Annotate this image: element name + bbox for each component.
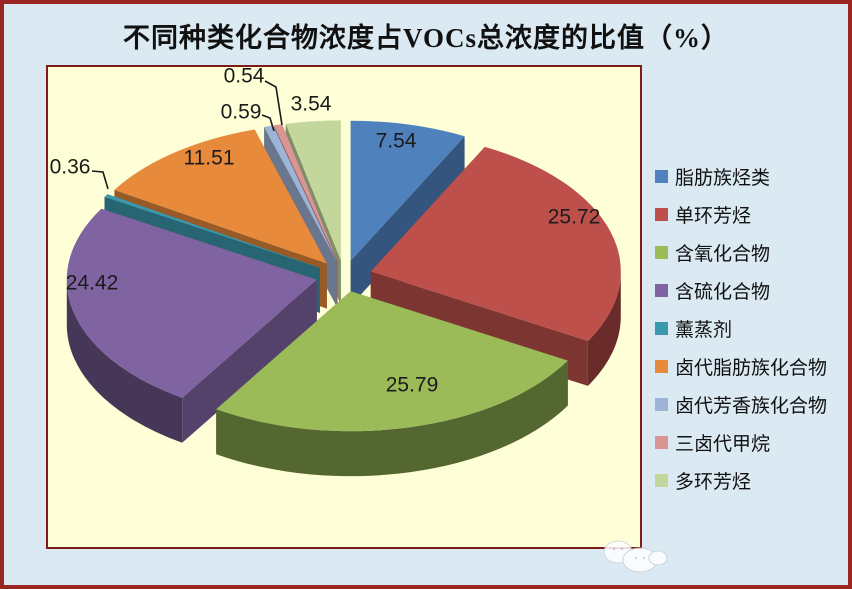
legend-swatch-icon xyxy=(655,283,668,297)
legend-label: 三卤代甲烷 xyxy=(675,433,771,455)
legend-swatch-icon xyxy=(655,245,668,259)
legend-item-8: 多环芳烃 xyxy=(655,461,827,499)
legend-label: 卤代芳香族化合物 xyxy=(675,395,828,417)
chart-title: 不同种类化合物浓度占VOCs总浓度的比值（%） xyxy=(123,23,729,53)
legend-item-1: 单环芳烃 xyxy=(655,195,827,233)
legend-label: 脂肪族烃类 xyxy=(675,167,771,189)
legend-label: 单环芳烃 xyxy=(675,205,752,227)
chart-legend: 脂肪族烃类 单环芳烃 含氧化合物 含硫化合物 薰蒸剂 卤代脂肪族化合物 卤代芳香… xyxy=(655,157,827,499)
legend-swatch-icon xyxy=(655,473,668,487)
plot-area xyxy=(46,65,642,549)
legend-label: 含氧化合物 xyxy=(675,243,771,265)
legend-item-0: 脂肪族烃类 xyxy=(655,157,827,195)
clouds-icon xyxy=(603,540,668,573)
legend-label: 多环芳烃 xyxy=(675,471,752,493)
legend-item-3: 含硫化合物 xyxy=(655,271,827,309)
legend-swatch-icon xyxy=(655,435,668,449)
legend-item-7: 三卤代甲烷 xyxy=(655,423,827,461)
legend-swatch-icon xyxy=(655,321,668,335)
legend-swatch-icon xyxy=(655,397,668,411)
legend-item-4: 薰蒸剂 xyxy=(655,309,827,347)
legend-item-2: 含氧化合物 xyxy=(655,233,827,271)
legend-label: 含硫化合物 xyxy=(675,281,771,303)
legend-swatch-icon xyxy=(655,207,668,221)
legend-swatch-icon xyxy=(655,169,668,183)
legend-item-5: 卤代脂肪族化合物 xyxy=(655,347,827,385)
legend-item-6: 卤代芳香族化合物 xyxy=(655,385,827,423)
legend-label: 薰蒸剂 xyxy=(675,319,733,341)
legend-label: 卤代脂肪族化合物 xyxy=(675,357,828,379)
legend-swatch-icon xyxy=(655,359,668,373)
